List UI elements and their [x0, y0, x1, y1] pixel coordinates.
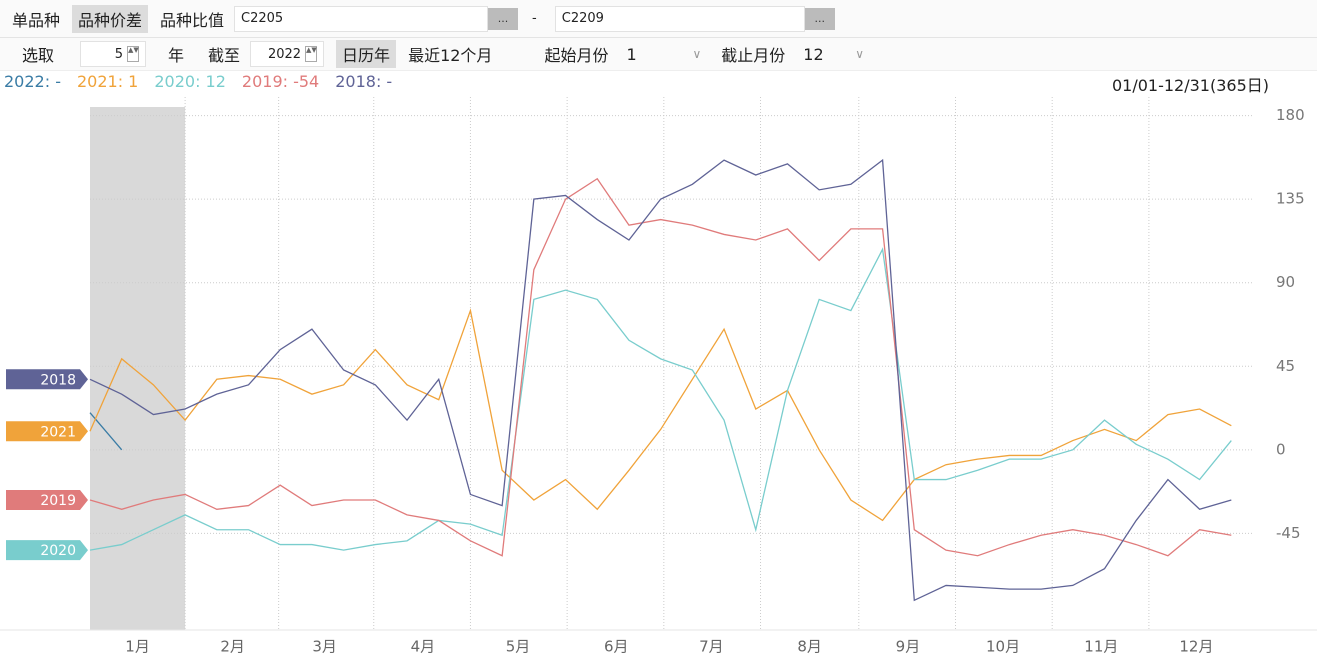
legend-entry: 2020: 12	[154, 72, 226, 91]
x-tick-label: 4月	[411, 638, 436, 656]
flag-shape	[6, 369, 88, 390]
toolbar-row: 单品种 品种价差 品种比值 C2205 ... - C2209 ...	[0, 0, 1317, 38]
month-select[interactable]: 1	[626, 44, 637, 64]
spinner[interactable]: ▲▼	[305, 46, 318, 62]
date-range: 01/01-12/31(365日)	[1111, 76, 1269, 95]
browse-button[interactable]: ...	[488, 7, 519, 30]
spinner[interactable]: ▲▼	[127, 46, 140, 62]
flag-label: 2020	[40, 543, 76, 559]
series-line	[89, 158, 1232, 602]
tab[interactable]: 单品种	[12, 10, 61, 30]
legend: 2022: - 2021: 1 2020: 12 2019: -54 2018: - 01…	[0, 72, 1317, 96]
tab[interactable]: 品种价差	[72, 4, 149, 33]
browse-button[interactable]: ...	[804, 7, 835, 30]
y-tick-label: 0	[1276, 440, 1286, 458]
y-tick-label: 90	[1276, 273, 1295, 291]
legend-entry: 2019: -54	[241, 72, 320, 91]
option-button[interactable]: 最近12个月	[408, 46, 493, 65]
code-input[interactable]: C2205	[234, 5, 489, 32]
x-tick-label: 9月	[896, 638, 921, 656]
options-row: 选取 5 ▲▼ 年 截至 2022 ▲▼ 日历年 最近12个月 起始月份 1 ∨ 截…	[0, 38, 1317, 71]
x-tick-label: 6月	[604, 638, 629, 656]
dropdown-arrow[interactable]: ∨	[855, 47, 865, 61]
y-tick-label: -45	[1276, 524, 1301, 542]
series-line	[89, 247, 1232, 551]
legend-entry: 2021: 1	[76, 72, 139, 91]
series-flag: 2020	[6, 540, 88, 561]
x-tick-label: 1月	[125, 638, 150, 656]
code-input[interactable]: C2209	[554, 5, 805, 32]
flag-label: 2021	[40, 424, 76, 440]
flag-label: 2019	[40, 493, 76, 509]
label: 选取	[22, 46, 55, 65]
flag-shape	[6, 421, 88, 442]
x-tick-label: 11月	[1084, 638, 1118, 656]
series-flag: 2019	[6, 490, 88, 510]
y-tick-label: 180	[1276, 106, 1305, 124]
label: 截止月份	[721, 46, 786, 65]
x-tick-label: 3月	[312, 638, 337, 656]
series-flag: 2021	[6, 421, 88, 442]
option-button[interactable]: 日历年	[336, 40, 397, 68]
value: 2022	[267, 46, 302, 62]
x-tick-label: 12月	[1179, 638, 1213, 656]
years-input[interactable]: 5 ▲▼	[80, 41, 147, 67]
dropdown-arrow[interactable]: ∨	[692, 47, 702, 61]
series-flag: 2018	[6, 369, 88, 390]
x-tick-label: 7月	[699, 638, 724, 656]
flag-shape	[6, 540, 88, 561]
flag-shape	[6, 490, 88, 510]
series-line	[89, 177, 1232, 557]
month-select[interactable]: 12	[803, 44, 824, 64]
y-tick-label: 135	[1276, 190, 1305, 208]
label: 年	[168, 46, 185, 65]
separator: -	[532, 11, 537, 26]
legend-entry: 2018: -	[335, 72, 393, 91]
x-tick-label: 5月	[506, 638, 531, 656]
x-tick-label: 2月	[220, 638, 245, 656]
series-line	[89, 308, 1232, 522]
tab[interactable]: 品种比值	[160, 10, 225, 30]
legend-entry: 2022: -	[4, 72, 61, 91]
x-tick-label: 10月	[986, 638, 1020, 656]
flag-label: 2018	[40, 372, 76, 388]
month-shade	[90, 107, 186, 630]
x-tick-label: 8月	[797, 638, 822, 656]
label: 起始月份	[544, 46, 609, 65]
year-input[interactable]: 2022 ▲▼	[250, 41, 325, 67]
y-tick-label: 45	[1276, 357, 1295, 375]
value: 5	[114, 46, 124, 62]
label: 截至	[208, 46, 241, 65]
